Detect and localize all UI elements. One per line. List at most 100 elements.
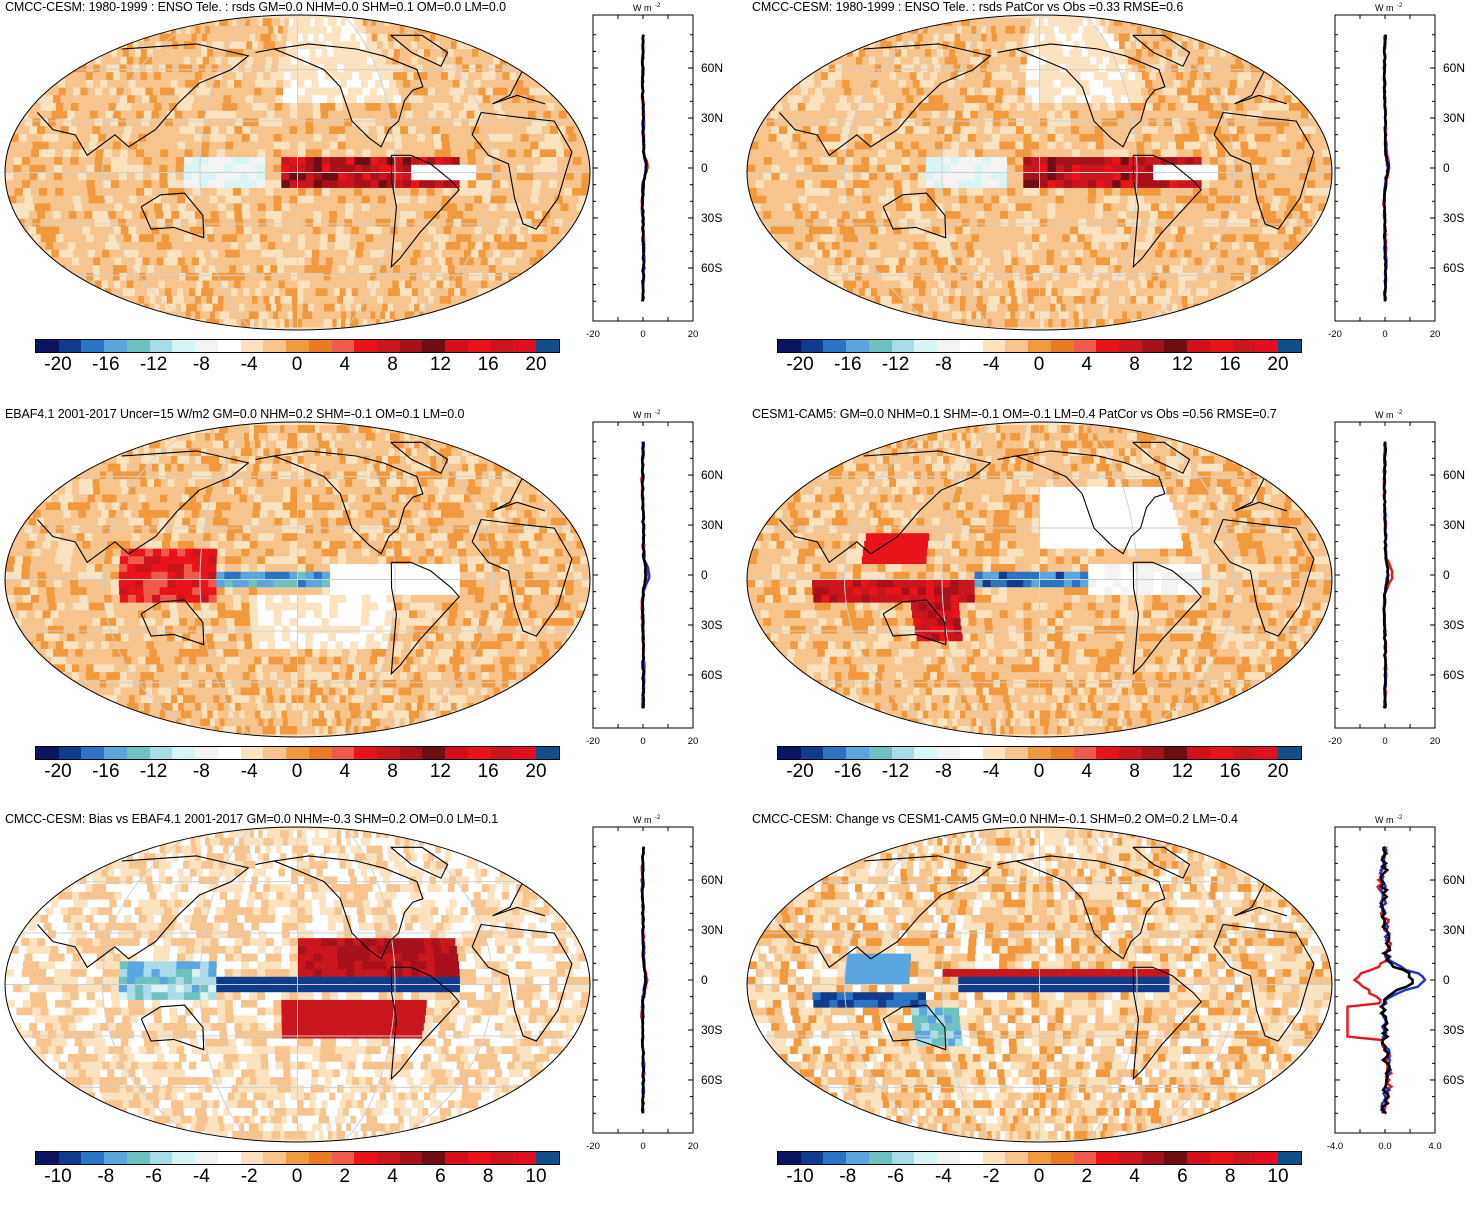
colorbar-swatch	[1233, 340, 1256, 352]
colorbar-label: -4	[935, 1166, 952, 1188]
colorbar-swatch	[354, 340, 377, 352]
colorbar-label: 16	[1220, 354, 1241, 376]
unit-superscript: -2	[1397, 3, 1403, 9]
colorbar-swatch	[1210, 747, 1233, 759]
colorbar-swatch	[81, 747, 104, 759]
colorbar-label: -2	[983, 1166, 1000, 1188]
colorbar-swatch	[1119, 1152, 1142, 1164]
colorbar-swatch	[801, 340, 824, 352]
unit-superscript: -2	[655, 410, 661, 416]
colorbar-swatch	[263, 747, 286, 759]
colorbar-swatch	[778, 747, 801, 759]
colorbar-swatch	[914, 1152, 937, 1164]
colorbar-swatch	[286, 340, 309, 352]
lat-label: 30S	[701, 618, 722, 632]
colorbar-swatch	[801, 747, 824, 759]
lat-label: 60N	[701, 873, 723, 887]
zonal-x-tick: 20	[688, 1141, 699, 1152]
colorbar-label: 4	[387, 1166, 398, 1188]
colorbar-swatch	[914, 747, 937, 759]
colorbar-swatch	[1255, 340, 1278, 352]
colorbar-swatch	[59, 340, 82, 352]
colorbar-swatch	[1233, 1152, 1256, 1164]
lat-label: 0	[701, 161, 708, 175]
colorbar-swatch	[1278, 340, 1301, 352]
map-field	[747, 827, 1333, 1142]
colorbar-swatch	[218, 340, 241, 352]
colorbar-label: -4	[983, 761, 1000, 783]
lat-label: 60S	[701, 1073, 722, 1087]
colorbar-swatch	[536, 747, 559, 759]
colorbar-swatch	[1119, 340, 1142, 352]
colorbar-label: 8	[1225, 1166, 1236, 1188]
colorbar-label: 0	[292, 354, 303, 376]
colorbar-swatch	[286, 747, 309, 759]
colorbar-swatch	[468, 747, 491, 759]
colorbar-label: -8	[97, 1166, 114, 1188]
lat-label: 30N	[701, 111, 723, 125]
colorbar-swatch	[59, 747, 82, 759]
colorbar-swatch	[892, 340, 915, 352]
map-field	[5, 15, 591, 330]
zonal-x-tick: 0	[640, 329, 645, 340]
lat-label: 30N	[1443, 923, 1465, 937]
panel-cesm1-cam5: CESM1-CAM5: GM=0.0 NHM=0.1 SHM=-0.1 OM=-…	[742, 407, 1483, 802]
lat-label: 60N	[1443, 873, 1465, 887]
lat-label: 60N	[701, 468, 723, 482]
lat-label: 60S	[701, 668, 722, 682]
colorbar-label: 16	[478, 354, 499, 376]
colorbar-label: 6	[435, 1166, 446, 1188]
colorbar-label: 4	[1082, 761, 1093, 783]
zonal-x-tick: -20	[586, 1141, 600, 1152]
colorbar-swatch	[983, 340, 1006, 352]
colorbar-swatch	[445, 1152, 468, 1164]
colorbar	[777, 339, 1302, 353]
colorbar-swatch	[1096, 340, 1119, 352]
unit-label: W m	[1375, 3, 1394, 13]
lat-label: 30S	[701, 211, 722, 225]
colorbar-label: -2	[241, 1166, 258, 1188]
colorbar-swatch	[1142, 340, 1165, 352]
colorbar	[35, 1151, 560, 1165]
panel-enso-model-patcor: CMCC-CESM: 1980-1999 : ENSO Tele. : rsds…	[742, 0, 1483, 395]
colorbar-label: 2	[1082, 1166, 1093, 1188]
colorbar-label: 16	[1220, 761, 1241, 783]
colorbar-label: -6	[887, 1166, 904, 1188]
colorbar-label: -8	[839, 1166, 856, 1188]
zonal-x-tick: -20	[586, 736, 600, 747]
lat-label: 60S	[1443, 668, 1464, 682]
colorbar-swatch	[332, 747, 355, 759]
colorbar-swatch	[195, 747, 218, 759]
colorbar-swatch	[127, 747, 150, 759]
colorbar-label: -4	[241, 354, 258, 376]
colorbar-swatch	[1233, 747, 1256, 759]
map-field	[747, 422, 1333, 737]
colorbar-swatch	[309, 1152, 332, 1164]
colorbar-label: -20	[786, 761, 813, 783]
colorbar-label: -16	[834, 354, 861, 376]
map-field	[5, 422, 591, 737]
colorbar-swatch	[241, 340, 264, 352]
colorbar-swatch	[1187, 340, 1210, 352]
colorbar-swatch	[892, 1152, 915, 1164]
colorbar-swatch	[892, 747, 915, 759]
colorbar-swatch	[172, 340, 195, 352]
colorbar-swatch	[263, 1152, 286, 1164]
colorbar-label: -10	[44, 1166, 71, 1188]
colorbar-swatch	[422, 340, 445, 352]
colorbar-swatch	[536, 1152, 559, 1164]
zonal-x-tick: 20	[1430, 329, 1441, 340]
zonal-x-tick: 4.0	[1428, 1141, 1441, 1152]
colorbar-swatch	[1164, 747, 1187, 759]
colorbar-swatch	[104, 1152, 127, 1164]
zonal-x-tick: 20	[1430, 736, 1441, 747]
colorbar-swatch	[846, 747, 869, 759]
colorbar-swatch	[937, 747, 960, 759]
panel-ebaf-observations: EBAF4.1 2001-2017 Uncer=15 W/m2 GM=0.0 N…	[0, 407, 741, 802]
colorbar-swatch	[150, 1152, 173, 1164]
colorbar-label: 6	[1177, 1166, 1188, 1188]
